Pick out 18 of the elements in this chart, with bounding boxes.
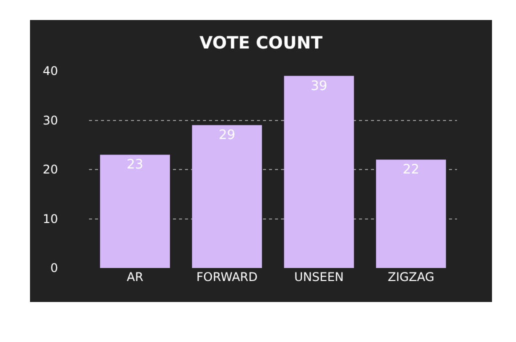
y-tick-label: 0 [50,261,58,276]
data-label: 22 [402,162,420,178]
x-tick-label: AR [126,270,144,284]
data-label: 23 [126,158,144,173]
y-tick-label: 10 [42,212,58,226]
data-label: 39 [310,78,328,94]
x-tick-label: UNSEEN [294,270,344,284]
data-label: 29 [218,128,236,144]
y-tick-label: 40 [42,64,58,78]
x-tick-label: ZIGZAG [388,270,434,284]
bar [192,125,262,268]
x-tick-label: FORWARD [196,270,258,284]
y-tick-label: 30 [42,113,58,128]
bar [376,160,446,268]
chart-title: VOTE COUNT [200,34,323,54]
bar [100,154,170,268]
y-tick-label: 20 [42,162,58,177]
bar [284,76,354,268]
